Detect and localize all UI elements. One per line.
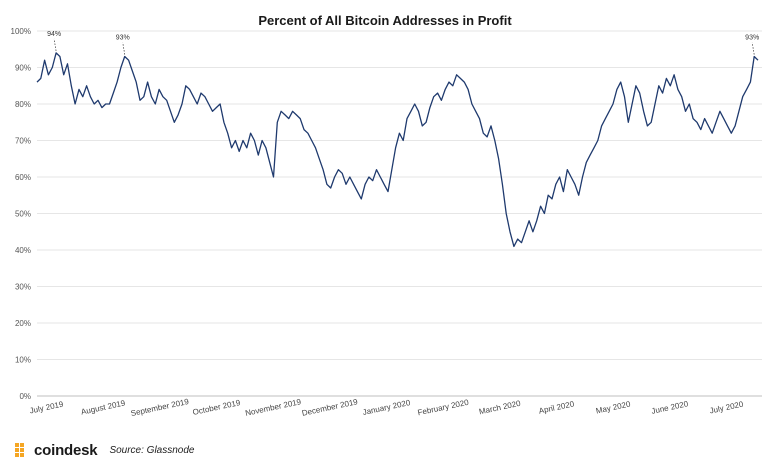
- line-chart: Percent of All Bitcoin Addresses in Prof…: [11, 13, 762, 418]
- coindesk-logo-icon: [15, 443, 24, 457]
- x-tick-label: December 2019: [301, 397, 359, 418]
- y-tick-label: 80%: [15, 100, 31, 109]
- footer: coindesk Source: Glassnode: [14, 440, 195, 460]
- y-tick-label: 90%: [15, 64, 31, 73]
- x-axis-ticks: July 2019 August 2019 September 2019 Octobe…: [29, 397, 745, 418]
- y-tick-label: 60%: [15, 173, 31, 182]
- x-tick-label: August 2019: [80, 398, 126, 416]
- x-tick-label: March 2020: [478, 399, 522, 417]
- annotation-leader: [122, 42, 126, 55]
- annotation-label: 93%: [116, 35, 130, 42]
- x-tick-label: July 2020: [709, 399, 745, 415]
- x-tick-label: May 2020: [595, 399, 632, 415]
- x-tick-label: April 2020: [538, 399, 576, 415]
- x-tick-label: September 2019: [130, 397, 190, 418]
- y-tick-label: 0%: [19, 392, 31, 401]
- grid: [37, 30, 762, 397]
- y-axis-ticks: 0% 10% 20% 30% 40% 50% 60% 70% 80% 90% 100%: [11, 27, 31, 401]
- source-text: Source: Glassnode: [109, 444, 195, 456]
- annotation-leader: [53, 38, 57, 51]
- y-tick-label: 100%: [11, 27, 31, 36]
- x-tick-label: January 2020: [362, 398, 412, 417]
- y-tick-label: 20%: [15, 319, 31, 328]
- annotation-label: 93%: [745, 35, 759, 42]
- chart-title: Percent of All Bitcoin Addresses in Prof…: [258, 13, 512, 28]
- x-tick-label: July 2019: [29, 399, 65, 415]
- y-tick-label: 10%: [15, 356, 31, 365]
- y-tick-label: 30%: [15, 283, 31, 292]
- y-tick-label: 70%: [15, 137, 31, 146]
- annotation-label: 94%: [47, 31, 61, 38]
- x-tick-label: June 2020: [651, 399, 690, 416]
- x-tick-label: October 2019: [192, 398, 242, 417]
- series-line: [36, 52, 759, 248]
- y-tick-label: 50%: [15, 210, 31, 219]
- x-tick-label: February 2020: [417, 398, 470, 418]
- y-tick-label: 40%: [15, 246, 31, 255]
- x-tick-label: November 2019: [244, 397, 302, 418]
- annotation-leader: [751, 42, 755, 55]
- logo-text: coindesk: [34, 441, 98, 459]
- annotations: 94% 93% 93%: [47, 31, 759, 55]
- coindesk-logo: coindesk: [14, 441, 98, 459]
